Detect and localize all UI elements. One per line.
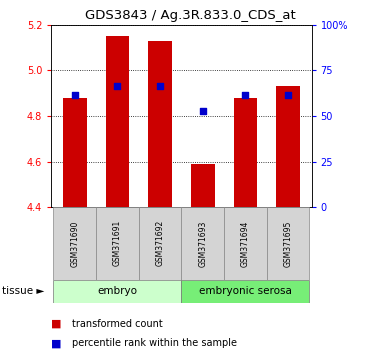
Bar [182, 280, 309, 303]
Bar [148, 41, 172, 207]
Bar [106, 36, 129, 207]
Point [114, 84, 120, 89]
Bar [139, 207, 182, 280]
Text: GSM371692: GSM371692 [156, 220, 165, 267]
Text: percentile rank within the sample: percentile rank within the sample [72, 338, 237, 348]
Text: transformed count: transformed count [72, 319, 163, 329]
Point [200, 109, 206, 114]
Point [72, 93, 78, 98]
Text: ■: ■ [51, 338, 62, 348]
Point [242, 93, 249, 98]
Text: ■: ■ [51, 319, 62, 329]
Text: embryonic serosa: embryonic serosa [199, 286, 292, 296]
Point [157, 84, 163, 89]
Text: GSM371694: GSM371694 [241, 220, 250, 267]
Bar [54, 280, 182, 303]
Bar [224, 207, 267, 280]
Bar [54, 207, 96, 280]
Text: GSM371693: GSM371693 [198, 220, 207, 267]
Text: GSM371691: GSM371691 [113, 220, 122, 267]
Point [285, 93, 291, 98]
Bar [96, 207, 139, 280]
Bar [276, 86, 300, 207]
Bar [63, 98, 87, 207]
Bar [234, 98, 257, 207]
Bar [182, 207, 224, 280]
Bar [191, 164, 215, 207]
Text: embryo: embryo [97, 286, 138, 296]
Text: tissue ►: tissue ► [2, 286, 44, 296]
Text: GSM371695: GSM371695 [283, 220, 293, 267]
Bar [267, 207, 309, 280]
Text: GSM371690: GSM371690 [70, 220, 79, 267]
Text: GDS3843 / Ag.3R.833.0_CDS_at: GDS3843 / Ag.3R.833.0_CDS_at [85, 9, 295, 22]
